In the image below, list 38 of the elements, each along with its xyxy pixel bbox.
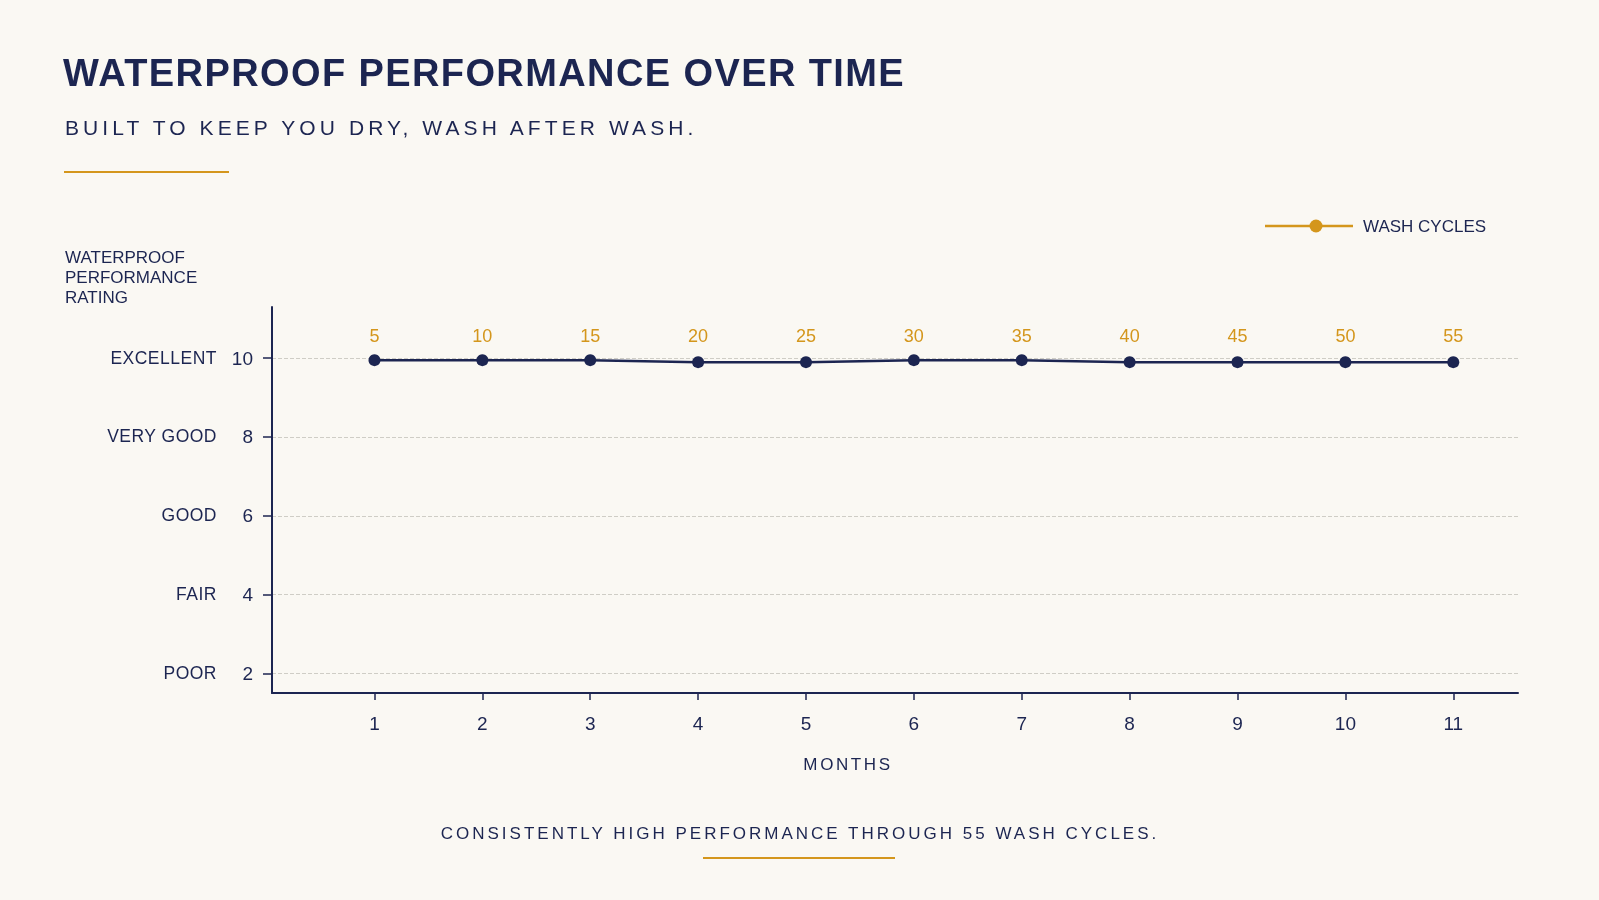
- x-tick-label: 11: [1443, 713, 1464, 734]
- x-axis-title: MONTHS: [803, 755, 893, 775]
- x2-tick-label: 35: [1011, 326, 1032, 346]
- x2-tick-label: 20: [688, 326, 709, 346]
- chart-subtitle: BUILT TO KEEP YOU DRY, WASH AFTER WASH.: [65, 116, 698, 141]
- x-tick-label: 6: [908, 713, 920, 734]
- x2-tick-label: 15: [580, 326, 601, 346]
- text: VERY GOOD: [107, 426, 217, 448]
- x2-tick-label: 40: [1119, 326, 1140, 346]
- text: EXCELLENT: [110, 347, 217, 369]
- y-tick-label: 8: [242, 426, 253, 448]
- y-tick-label: 2: [242, 662, 253, 684]
- text: FAIR: [176, 584, 217, 606]
- x2-axis-title: WASH CYCLES: [1363, 217, 1487, 237]
- x-tick-label: 1: [369, 713, 380, 734]
- x-tick-label: 8: [1124, 713, 1135, 734]
- text: CONSISTENTLY HIGH PERFORMANCE THROUGH 55 WASH CYCLES.: [440, 824, 1160, 844]
- x2-tick-label: 45: [1227, 326, 1248, 346]
- x-tick-label: 3: [584, 713, 596, 734]
- x2-tick-label: 25: [795, 326, 817, 346]
- y-tick-label: 6: [242, 505, 253, 527]
- x-tick-label: 2: [477, 713, 488, 734]
- x2-tick-label: 55: [1443, 326, 1464, 346]
- x2-tick-label: 10: [472, 326, 493, 346]
- x-tick-label: 7: [1016, 713, 1028, 734]
- x2-tick-label: 30: [903, 326, 924, 346]
- x-tick-label: 5: [800, 713, 812, 734]
- chart-title: WATERPROOF PERFORMANCE OVER TIME: [63, 52, 906, 96]
- x-tick-label: 10: [1334, 713, 1356, 734]
- y-tick-label: 10: [231, 347, 253, 369]
- x2-tick-label: 50: [1335, 326, 1356, 346]
- text: GOOD: [161, 505, 217, 527]
- x2-tick-label: 5: [369, 326, 380, 346]
- y-tick-label: 4: [242, 584, 254, 606]
- y-axis-title: WATERPROOF PERFORMANCE RATING: [65, 248, 199, 308]
- x-tick-label: 9: [1232, 713, 1243, 734]
- text: POOR: [163, 662, 217, 684]
- x-tick-label: 4: [692, 713, 704, 734]
